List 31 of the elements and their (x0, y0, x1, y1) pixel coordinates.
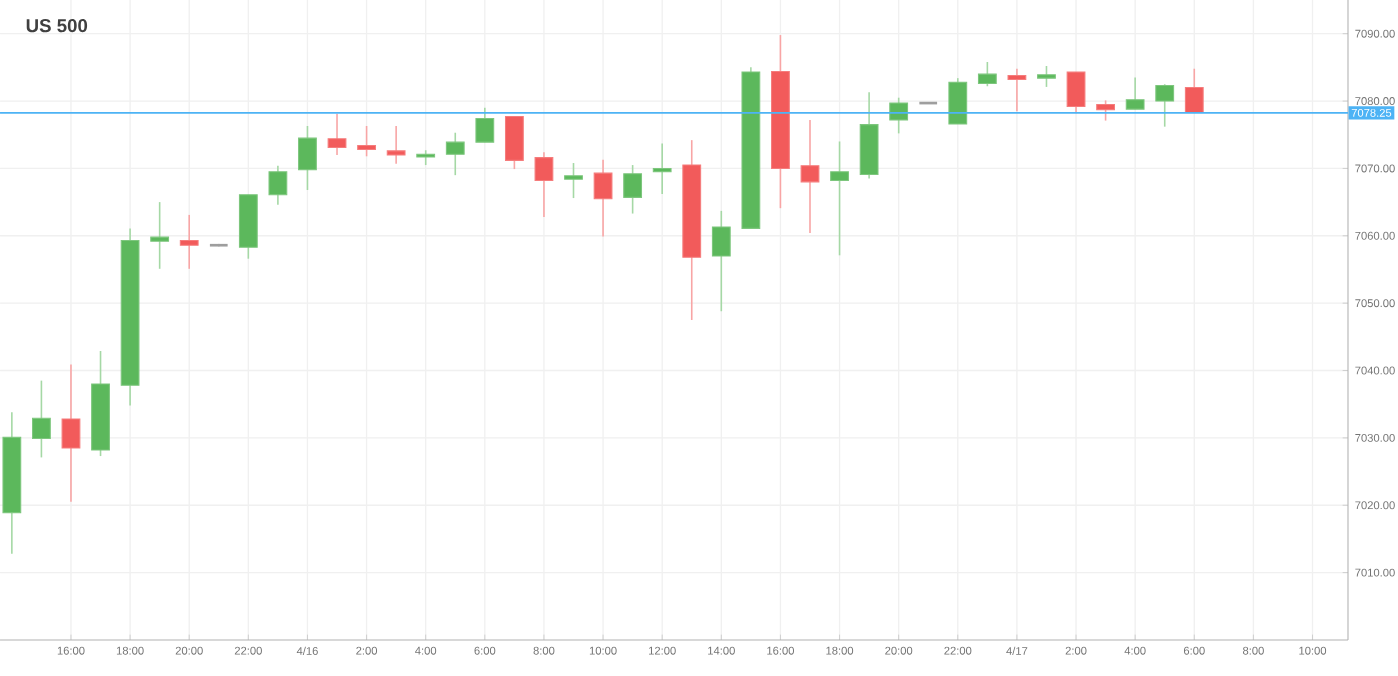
candlestick (179, 214, 199, 270)
candlestick (61, 363, 81, 503)
candlestick (977, 61, 997, 88)
candlestick (1155, 83, 1175, 128)
candlestick (1184, 67, 1204, 114)
candlestick (150, 201, 170, 270)
candlestick (298, 125, 317, 191)
candlestick (1007, 67, 1027, 112)
candlestick (357, 125, 376, 158)
candlestick (1125, 76, 1145, 110)
text: US 500 (26, 19, 88, 33)
candlestick (1037, 65, 1056, 88)
candlestick (1066, 71, 1086, 114)
candlestick (534, 151, 554, 218)
candlestick (830, 140, 849, 257)
candlestick (889, 96, 909, 135)
candlestick (32, 379, 51, 459)
candlestick (475, 106, 495, 143)
candlestick (593, 158, 613, 238)
candlestick (268, 164, 288, 206)
candlestick (623, 164, 643, 215)
candlestick (327, 113, 347, 156)
candlestick (564, 162, 583, 199)
candlestick (1096, 99, 1115, 122)
candlestick (711, 210, 731, 313)
candlestick (948, 77, 968, 125)
candlestick (386, 125, 406, 165)
candlestick (652, 142, 672, 195)
candlestick (504, 115, 524, 170)
candlestick (445, 131, 465, 176)
candlestick (800, 119, 820, 234)
